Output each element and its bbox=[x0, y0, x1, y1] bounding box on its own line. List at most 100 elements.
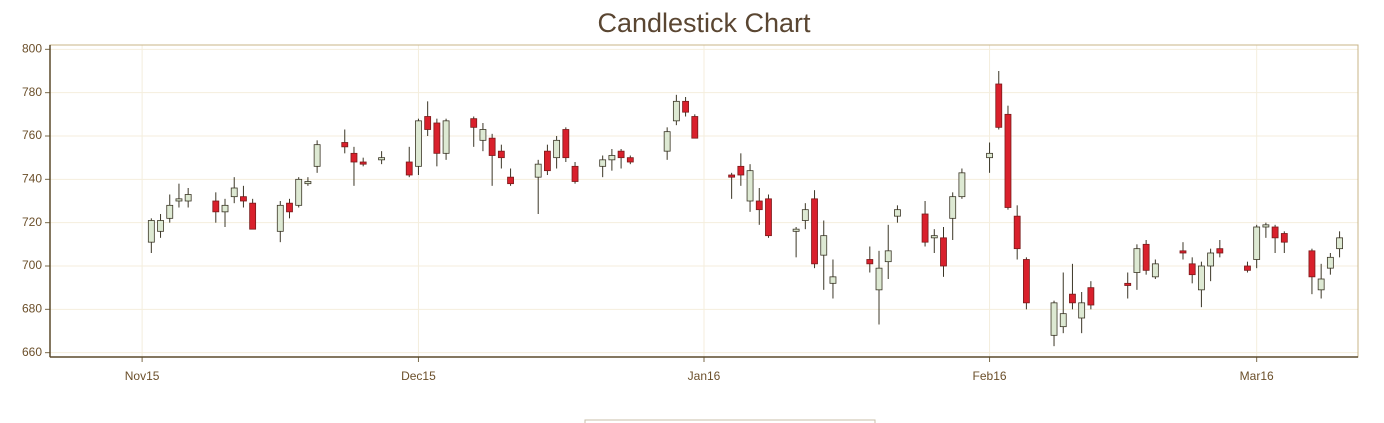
x-tick-label: Dec15 bbox=[401, 369, 436, 383]
candle-body bbox=[405, 161, 413, 176]
candle-body bbox=[1124, 282, 1132, 286]
candle-body bbox=[829, 276, 837, 284]
candle-body bbox=[175, 198, 183, 202]
candle-body bbox=[1253, 226, 1261, 260]
candle-body bbox=[313, 144, 321, 167]
candle-body bbox=[1059, 313, 1067, 328]
candle-body bbox=[359, 161, 367, 165]
candle-body bbox=[958, 172, 966, 198]
candle-body bbox=[608, 155, 616, 161]
candle-body bbox=[617, 150, 625, 159]
candle-body bbox=[1188, 263, 1196, 276]
candle-body bbox=[1069, 293, 1076, 304]
candle-body bbox=[986, 152, 993, 159]
candle-body bbox=[415, 120, 422, 167]
candle-body bbox=[350, 152, 358, 163]
candle-body bbox=[691, 116, 699, 139]
candle-body bbox=[875, 267, 883, 291]
candle-body bbox=[1142, 243, 1150, 271]
candle-body bbox=[672, 100, 680, 122]
candle-body bbox=[1262, 224, 1270, 228]
candle-body bbox=[811, 198, 818, 265]
candle-body bbox=[1336, 237, 1343, 250]
candle-body bbox=[1207, 252, 1215, 267]
candle-body bbox=[884, 250, 892, 263]
chart-title: Candlestick Chart bbox=[597, 8, 811, 38]
candle-body bbox=[1216, 248, 1224, 254]
y-tick-label: 780 bbox=[22, 85, 42, 99]
candle-body bbox=[1050, 302, 1058, 336]
candle-body bbox=[184, 194, 192, 202]
candle-body bbox=[737, 165, 745, 176]
x-tick-label: Jan16 bbox=[688, 369, 721, 383]
candle-body bbox=[792, 228, 800, 232]
candle-body bbox=[820, 235, 828, 256]
y-tick-label: 660 bbox=[22, 345, 42, 359]
candle-body bbox=[166, 204, 174, 219]
candle-body bbox=[1151, 263, 1159, 278]
candle-body bbox=[295, 178, 303, 206]
candle-body bbox=[663, 131, 671, 152]
candle-body bbox=[249, 202, 257, 230]
candle-body bbox=[894, 209, 901, 217]
candle-body bbox=[1078, 302, 1086, 319]
candle-body bbox=[304, 181, 312, 185]
candle-body bbox=[940, 237, 947, 267]
candle-body bbox=[801, 209, 809, 221]
candle-body bbox=[1004, 113, 1012, 208]
candle-body bbox=[470, 118, 478, 128]
candle-body bbox=[507, 176, 514, 185]
candle-body bbox=[1244, 265, 1251, 271]
legend-box bbox=[584, 419, 876, 423]
candle-body bbox=[147, 220, 155, 243]
candle-body bbox=[341, 142, 349, 148]
candle-body bbox=[866, 259, 874, 265]
candle-body bbox=[424, 116, 432, 130]
candle-body bbox=[479, 129, 487, 141]
candle-body bbox=[1133, 248, 1141, 273]
y-tick-label: 720 bbox=[22, 215, 42, 229]
candle-body bbox=[1013, 215, 1021, 250]
x-tick-label: Nov15 bbox=[125, 369, 160, 383]
candle-body bbox=[1198, 265, 1205, 291]
candle-body bbox=[571, 165, 579, 182]
candle-body bbox=[921, 213, 929, 243]
candle-body bbox=[212, 200, 220, 213]
y-tick-label: 740 bbox=[22, 172, 42, 186]
candle-body bbox=[544, 150, 551, 172]
x-tick-label: Mar16 bbox=[1240, 369, 1274, 383]
candle-body bbox=[157, 220, 164, 232]
candle-body bbox=[1308, 250, 1316, 278]
candle-body bbox=[765, 198, 772, 237]
candle-body bbox=[1280, 233, 1288, 243]
x-tick-label: Feb16 bbox=[973, 369, 1007, 383]
y-tick-label: 760 bbox=[22, 128, 42, 142]
candle-body bbox=[1317, 278, 1325, 291]
candle-body bbox=[1087, 287, 1095, 306]
candle-body bbox=[553, 139, 561, 159]
candle-body bbox=[442, 120, 450, 154]
candle-body bbox=[1271, 226, 1279, 239]
candle-body bbox=[286, 202, 293, 213]
candle-body bbox=[240, 196, 247, 202]
candle-body bbox=[221, 204, 229, 213]
y-tick-label: 680 bbox=[22, 302, 42, 316]
candle-body bbox=[1179, 250, 1187, 254]
candle-body bbox=[930, 235, 938, 239]
candle-body bbox=[1022, 259, 1030, 304]
candle-body bbox=[562, 129, 570, 159]
candle-body bbox=[682, 100, 689, 113]
candle-body bbox=[995, 83, 1003, 128]
candle-body bbox=[497, 150, 505, 159]
candle-body bbox=[488, 137, 496, 156]
candle-body bbox=[230, 187, 238, 198]
candle-body bbox=[626, 157, 634, 163]
candle-body bbox=[755, 200, 763, 211]
candle-body bbox=[728, 174, 736, 178]
candle-body bbox=[746, 170, 754, 202]
candle-body bbox=[433, 122, 441, 154]
candle-body bbox=[949, 196, 957, 219]
candle-body bbox=[534, 163, 542, 178]
candle-body bbox=[599, 159, 607, 167]
candle-body bbox=[1326, 256, 1334, 269]
